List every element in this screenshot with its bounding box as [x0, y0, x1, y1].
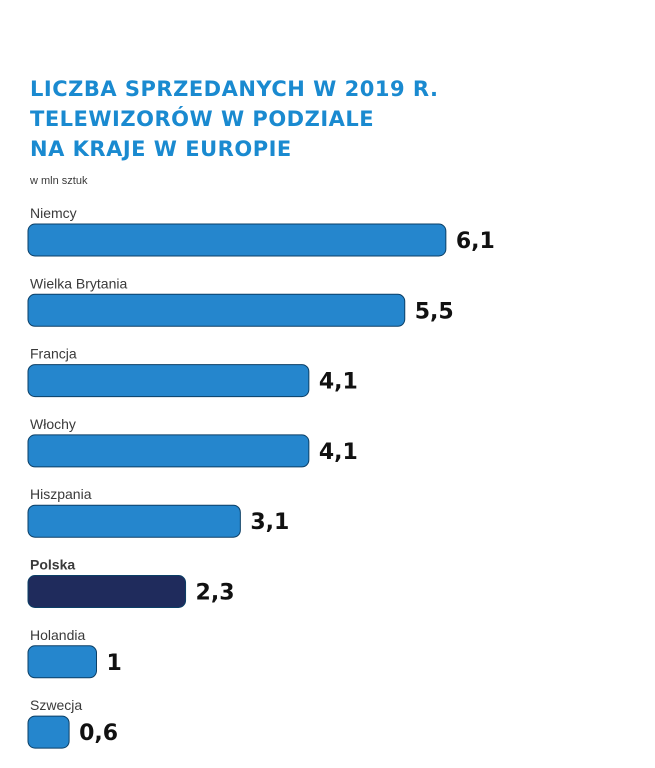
chart-title-line-3: NA KRAJE W EUROPIE [30, 137, 292, 161]
bar-szwecja [27, 715, 70, 749]
bar-niemcy [27, 223, 447, 257]
value-label-niemcy: 6,1 [456, 229, 495, 254]
unit-label: w mln sztuk [30, 175, 88, 187]
chart-title-line-1: LICZBA SPRZEDANYCH W 2019 R. [30, 77, 439, 101]
chart-title: LICZBA SPRZEDANYCH W 2019 R. TELEWIZORÓW… [30, 74, 630, 164]
value-label-francja: 4,1 [319, 370, 358, 395]
bar-wielka-brytania [27, 293, 406, 327]
category-label-francja: Francja [30, 346, 77, 362]
category-label-hiszpania: Hiszpania [30, 486, 92, 502]
bar-holandia [27, 645, 97, 679]
value-label-holandia: 1 [107, 651, 122, 676]
category-label-szwecja: Szwecja [30, 697, 82, 713]
bar-hiszpania [27, 504, 241, 538]
bar-polska [27, 575, 187, 608]
value-label-hiszpania: 3,1 [250, 510, 289, 535]
chart-title-line-2: TELEWIZORÓW W PODZIALE [30, 107, 375, 131]
value-label-polska: 2,3 [196, 581, 235, 606]
value-label-wlochy: 4,1 [319, 440, 358, 465]
category-label-holandia: Holandia [30, 627, 85, 643]
category-label-wlochy: Włochy [30, 416, 76, 432]
category-label-polska: Polska [30, 557, 75, 573]
value-label-szwecja: 0,6 [79, 721, 118, 746]
bar-wlochy [27, 434, 310, 468]
bar-francja [27, 364, 310, 398]
category-label-niemcy: Niemcy [30, 205, 77, 221]
value-label-wielka-brytania: 5,5 [415, 299, 454, 324]
category-label-wielka-brytania: Wielka Brytania [30, 275, 127, 291]
